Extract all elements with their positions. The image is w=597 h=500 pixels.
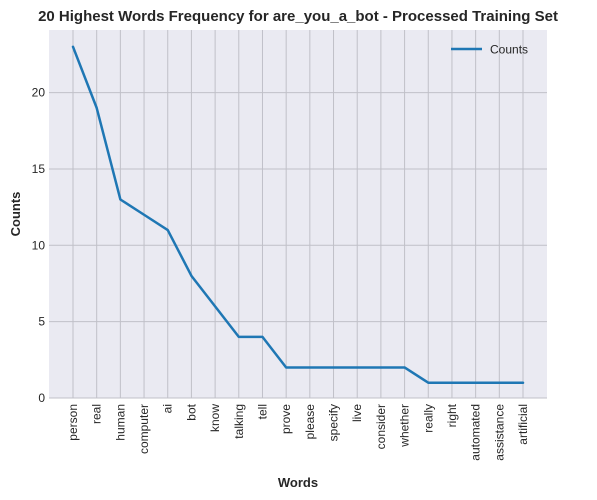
x-tick-label: tell	[255, 404, 269, 419]
x-tick-label: bot	[184, 403, 198, 420]
plot-area	[49, 30, 547, 398]
y-tick-labels: 0 5 10 15 20	[32, 86, 46, 405]
y-tick-label: 5	[38, 315, 45, 329]
x-tick-label: live	[350, 404, 364, 422]
legend-label-counts: Counts	[490, 43, 528, 57]
x-tick-label: automated	[469, 404, 483, 461]
x-tick-label: artificial	[516, 404, 530, 445]
x-tick-label: specify	[327, 404, 341, 441]
x-tick-label: know	[208, 404, 222, 432]
x-gridlines	[72, 30, 524, 398]
x-tick-label: assistance	[492, 404, 506, 461]
x-tick-label: real	[90, 404, 104, 424]
x-tick-labels: person real human computer ai bot know talking t…	[66, 403, 530, 460]
series-line-counts	[71, 45, 525, 384]
y-axis-label: Counts	[8, 192, 23, 237]
x-tick-label: really	[421, 404, 435, 433]
x-tick-label: consider	[374, 404, 388, 449]
x-tick-label: prove	[279, 404, 293, 434]
y-tick-label: 0	[38, 391, 45, 405]
y-tick-label: 10	[32, 238, 46, 252]
x-tick-label: right	[445, 403, 459, 427]
x-axis-label: Words	[278, 475, 318, 490]
x-tick-label: ai	[161, 404, 175, 413]
y-gridlines	[49, 92, 547, 399]
legend: Counts	[451, 43, 528, 57]
x-tick-label: computer	[137, 404, 151, 454]
x-tick-label: please	[303, 404, 317, 440]
x-tick-label: person	[66, 404, 80, 441]
chart-title: 20 Highest Words Frequency for are_you_a…	[38, 8, 558, 25]
x-tick-label: whether	[398, 404, 412, 448]
y-tick-label: 15	[32, 162, 46, 176]
x-tick-label: talking	[232, 404, 246, 439]
x-tick-label: human	[113, 404, 127, 441]
y-tick-label: 20	[32, 86, 46, 100]
